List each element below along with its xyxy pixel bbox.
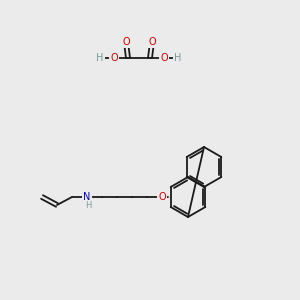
Text: O: O <box>148 37 156 47</box>
Text: O: O <box>122 37 130 47</box>
Text: N: N <box>83 192 91 202</box>
Text: O: O <box>160 53 168 63</box>
Text: H: H <box>96 53 104 63</box>
Text: O: O <box>158 192 166 202</box>
Text: O: O <box>110 53 118 63</box>
Text: H: H <box>85 200 91 209</box>
Text: H: H <box>174 53 182 63</box>
